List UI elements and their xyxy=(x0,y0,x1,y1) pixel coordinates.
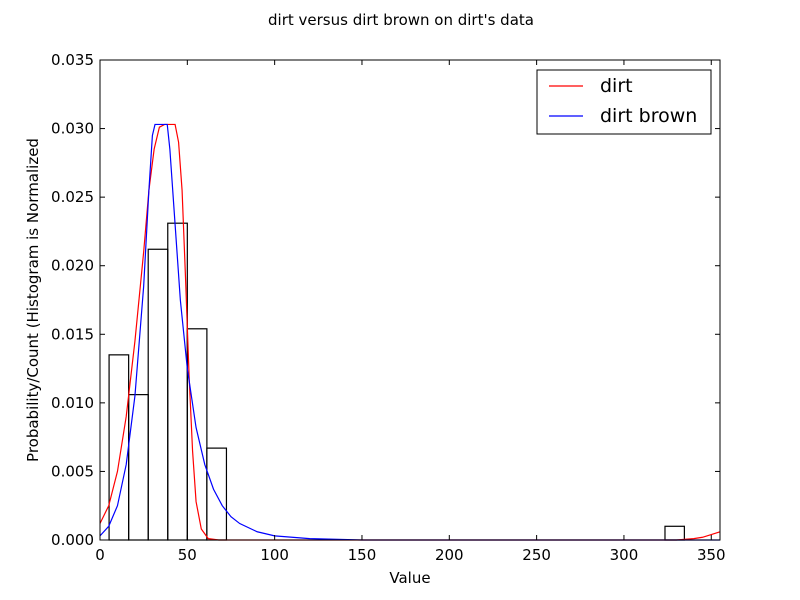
x-tick-label: 0 xyxy=(95,546,105,564)
legend-box xyxy=(536,69,712,135)
series-line-dirt-brown xyxy=(99,123,720,541)
x-tick-label: 300 xyxy=(610,546,639,564)
histogram-bar-0 xyxy=(108,354,130,541)
legend-label-dirt: dirt xyxy=(600,75,633,97)
y-tick-label: 0.025 xyxy=(51,188,94,206)
histogram-bar-3 xyxy=(167,222,188,541)
x-tick-label: 200 xyxy=(435,546,464,564)
series-line-dirt xyxy=(99,123,721,541)
y-tick-label: 0.035 xyxy=(51,51,94,69)
plot-frame xyxy=(99,59,721,541)
y-tick-label: 0.015 xyxy=(51,325,94,343)
histogram-bar-1 xyxy=(128,394,149,541)
y-tick-label: 0.005 xyxy=(51,462,94,480)
x-tick-label: 50 xyxy=(178,546,197,564)
y-tick-label: 0.030 xyxy=(51,120,94,138)
y-axis-label: Probability/Count (Histogram is Normaliz… xyxy=(24,138,42,462)
x-axis-label: Value xyxy=(389,569,430,587)
histogram-bar-6 xyxy=(664,525,685,541)
legend-label-dirt-brown: dirt brown xyxy=(600,105,697,127)
legend: dirt dirt brown xyxy=(536,69,712,135)
x-tick-label: 350 xyxy=(697,546,726,564)
y-tick-label: 0.000 xyxy=(51,531,94,549)
chart-title: dirt versus dirt brown on dirt's data xyxy=(268,11,534,29)
y-tick-label: 0.010 xyxy=(51,394,94,412)
histogram-bar-2 xyxy=(147,248,169,541)
x-tick-label: 250 xyxy=(522,546,551,564)
y-tick-label: 0.020 xyxy=(51,257,94,275)
x-tick-label: 100 xyxy=(260,546,289,564)
x-tick-label: 150 xyxy=(348,546,377,564)
